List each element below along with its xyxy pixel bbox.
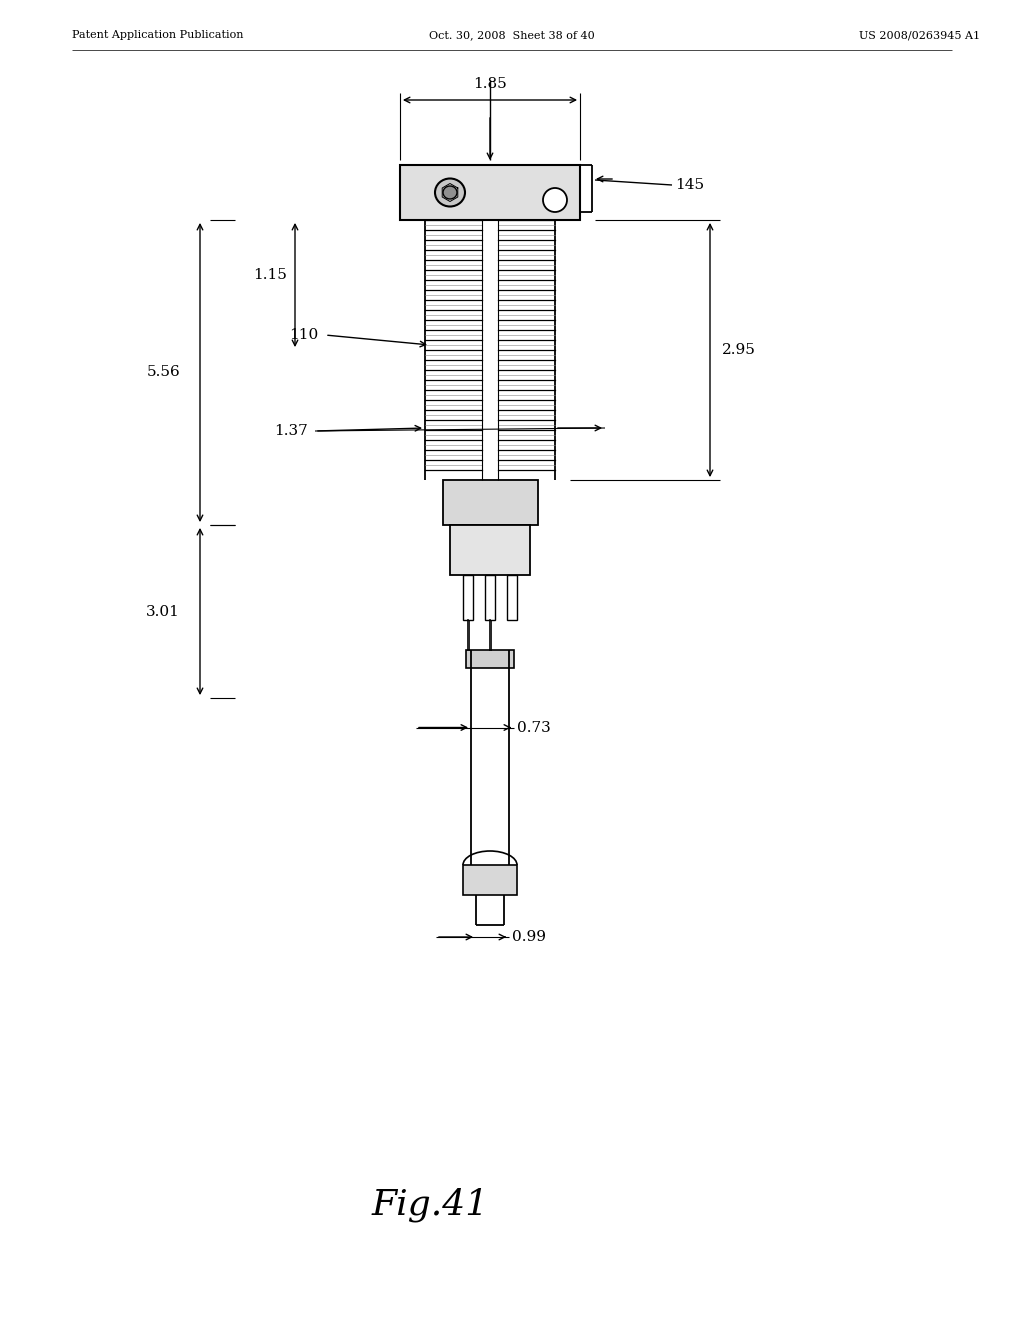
- Text: 1.37: 1.37: [274, 424, 308, 438]
- Bar: [450, 525, 530, 576]
- Bar: [443, 480, 538, 525]
- Text: Oct. 30, 2008  Sheet 38 of 40: Oct. 30, 2008 Sheet 38 of 40: [429, 30, 595, 40]
- Bar: [400, 165, 580, 220]
- Ellipse shape: [443, 186, 457, 199]
- Text: 0.73: 0.73: [517, 721, 551, 734]
- Text: Fig.41: Fig.41: [372, 1188, 488, 1222]
- Ellipse shape: [435, 178, 465, 206]
- Text: 1.85: 1.85: [473, 77, 507, 91]
- Bar: [463, 576, 473, 620]
- Text: Patent Application Publication: Patent Application Publication: [72, 30, 244, 40]
- Text: 2.95: 2.95: [722, 343, 756, 356]
- Text: 1.15: 1.15: [253, 268, 287, 282]
- Bar: [466, 649, 514, 668]
- Ellipse shape: [543, 187, 567, 213]
- Bar: [485, 576, 495, 620]
- Bar: [463, 865, 517, 895]
- Bar: [507, 576, 517, 620]
- Text: 0.99: 0.99: [512, 931, 546, 944]
- Text: 3.01: 3.01: [146, 605, 180, 619]
- Text: US 2008/0263945 A1: US 2008/0263945 A1: [859, 30, 980, 40]
- Text: 110: 110: [289, 327, 318, 342]
- Text: 5.56: 5.56: [146, 366, 180, 380]
- Text: 145: 145: [675, 178, 705, 191]
